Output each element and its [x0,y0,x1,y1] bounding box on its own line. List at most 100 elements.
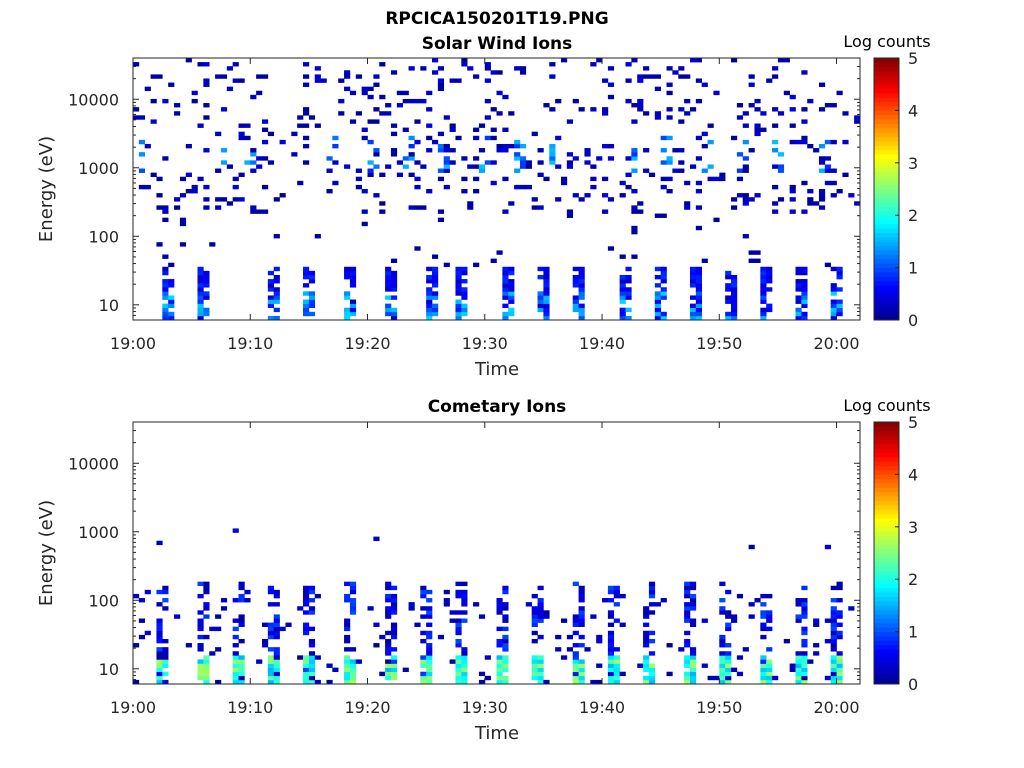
heatmap-cell [244,123,251,128]
heatmap-cell [537,172,544,178]
heatmap-cell [631,205,638,210]
colorbar-segment [874,452,899,458]
heatmap-cell [725,663,732,668]
heatmap-cell [766,671,773,677]
heatmap-cell [543,307,550,313]
heatmap-cell [830,667,837,673]
heatmap-cell [695,303,702,309]
heatmap-cell [467,66,474,71]
heatmap-cell [836,622,843,627]
heatmap-cell [308,585,316,591]
heatmap-cell [842,139,849,145]
heatmap-cell [760,279,767,284]
heatmap-cell [432,274,439,280]
heatmap-cell [824,262,831,268]
heatmap-cell [162,287,169,292]
heatmap-cell [344,598,351,603]
x-tick-label: 19:50 [696,334,742,353]
heatmap-cell [197,62,204,67]
heatmap-cell [689,283,697,288]
heatmap-cell [390,675,398,681]
heatmap-cell [461,266,468,272]
heatmap-cell [344,626,351,632]
heatmap-cell [185,189,192,194]
heatmap-cell [238,663,245,668]
heatmap-cell [543,311,550,317]
heatmap-cell [719,655,726,660]
heatmap-cell [267,299,275,304]
heatmap-cell [502,638,509,644]
heatmap-cell [813,622,820,627]
heatmap-cell [238,638,245,644]
heatmap-cell [373,643,380,648]
heatmap-cell [801,643,808,648]
heatmap-cell [320,78,327,83]
heatmap-cell [660,279,667,284]
heatmap-cell [373,148,380,153]
heatmap-cell [197,618,204,623]
heatmap-cell [408,66,415,71]
heatmap-cell [273,618,280,623]
heatmap-cell [596,679,603,685]
heatmap-cell [308,270,316,276]
colorbar-segment [874,605,899,611]
heatmap-cell [261,156,269,161]
heatmap-cell [197,270,204,276]
heatmap-cell [437,217,445,223]
heatmap-cell [344,70,351,75]
heatmap-cell [232,197,239,202]
heatmap-cell [719,581,726,587]
heatmap-cell [144,630,151,636]
heatmap-cell [461,58,468,63]
heatmap-cell [666,160,673,165]
heatmap-cell [420,164,427,169]
heatmap-cell [238,659,245,664]
heatmap-cell [133,679,140,685]
heatmap-cell [467,205,474,210]
heatmap-cell [531,659,538,664]
heatmap-cell [267,295,275,300]
heatmap-cell [355,111,362,116]
heatmap-cell [525,602,532,607]
heatmap-cell [766,663,773,668]
heatmap-cell [273,234,280,239]
heatmap-cell [390,602,398,607]
heatmap-cell [238,172,245,178]
heatmap-cell [203,606,210,611]
colorbar-segment [874,215,899,220]
heatmap-cell [373,622,380,627]
heatmap-cell [807,98,814,104]
heatmap-cell [584,148,591,153]
heatmap-cell [461,62,468,67]
heatmap-cell [777,152,785,157]
heatmap-cell [818,82,826,87]
y-tick-label: 10000 [68,90,119,109]
heatmap-cell [760,659,767,664]
heatmap-cell [379,111,386,116]
heatmap-cell [514,152,521,157]
heatmap-cell [643,622,650,627]
colorbar-segment [874,465,899,471]
heatmap-cell [578,270,585,276]
heatmap-cell [385,675,392,681]
heatmap-cell [267,283,275,288]
heatmap-cell [607,156,615,161]
heatmap-cell [772,123,779,128]
colorbar-segment [874,206,899,212]
heatmap-cell [643,679,650,685]
heatmap-cell [273,622,280,627]
heatmap-cell [502,618,509,623]
heatmap-cell [385,647,392,652]
heatmap-cell [537,659,544,664]
heatmap-cell [648,630,656,636]
heatmap-cell [162,598,169,603]
heatmap-cell [689,659,697,664]
heatmap-cell [619,622,626,627]
heatmap-cell [244,160,251,165]
heatmap-cell [461,671,468,677]
heatmap-cell [455,589,462,595]
colorbar-segment [874,180,899,186]
heatmap-cell [308,610,316,615]
heatmap-cell [449,160,456,165]
heatmap-cell [426,135,433,141]
